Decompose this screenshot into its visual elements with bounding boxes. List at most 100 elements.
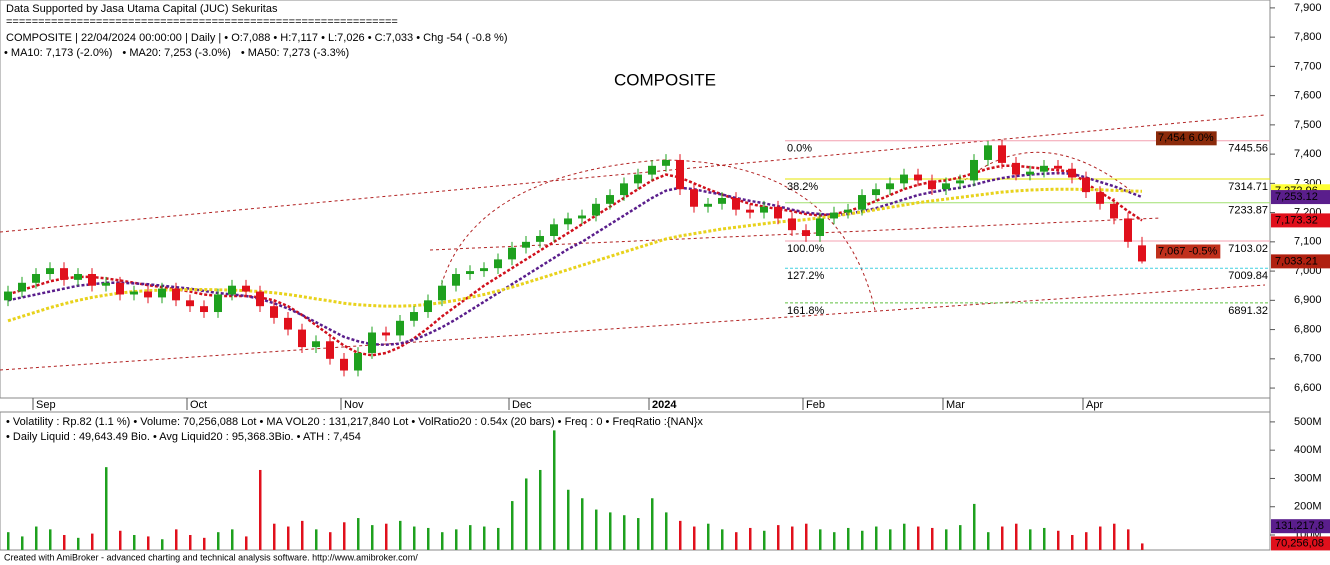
volume-bar <box>721 529 724 550</box>
volume-bar <box>539 469 542 550</box>
volume-bar <box>511 501 514 550</box>
volume-bar <box>833 532 836 550</box>
candle-body <box>956 180 964 184</box>
fib-value: 7103.02 <box>1228 243 1268 255</box>
chart-title: COMPOSITE <box>614 70 716 89</box>
volume-bar <box>665 512 668 550</box>
x-tick-label: Oct <box>190 399 207 411</box>
volume-bar <box>455 529 458 550</box>
candle-body <box>732 197 740 210</box>
candle-body <box>886 183 894 190</box>
volume-bar <box>273 523 276 550</box>
volume-bar <box>315 529 318 550</box>
volume-bar <box>133 535 136 550</box>
candle-body <box>802 230 810 236</box>
volume-bar <box>945 529 948 550</box>
volume-bar <box>693 526 696 550</box>
candle-body <box>438 285 446 301</box>
volume-info: • Volatility : Rp.82 (1.1 %) • Volume: 7… <box>6 416 703 428</box>
volume-bar <box>91 533 94 550</box>
candle-body <box>690 189 698 207</box>
fib-label: 0.0% <box>787 143 812 155</box>
candle-body <box>662 159 670 166</box>
x-tick-label: 2024 <box>652 399 677 411</box>
candle-body <box>508 247 516 260</box>
volume-bar <box>301 520 304 550</box>
candle-body <box>1012 162 1020 175</box>
volume-bar <box>189 535 192 550</box>
y-tick-label: 6,700 <box>1294 353 1322 365</box>
volume-bar <box>903 523 906 550</box>
volume-bar <box>147 536 150 550</box>
candle-body <box>1110 203 1118 219</box>
volume-bar <box>77 537 80 550</box>
candle-body <box>256 291 264 307</box>
ma-line <box>7 164 1143 357</box>
fib-value: 6891.32 <box>1228 305 1268 317</box>
candle-body <box>494 259 502 269</box>
volume-bar <box>1057 530 1060 550</box>
candle-body <box>46 268 54 275</box>
volume-bar <box>931 527 934 550</box>
price-annotation-label: 7,454 6.0% <box>1158 132 1214 144</box>
candle-body <box>858 195 866 210</box>
volume-bar <box>1099 526 1102 550</box>
candle-body <box>186 300 194 307</box>
fib-label: 161.8% <box>787 305 825 317</box>
candle-body <box>1026 171 1034 175</box>
volume-bar <box>343 522 346 550</box>
candle-body <box>606 195 614 204</box>
volume-bar <box>371 525 374 550</box>
liquidity-info: • Daily Liquid : 49,643.49 Bio. • Avg Li… <box>6 431 361 443</box>
volume-bar <box>399 520 402 550</box>
candle-body <box>718 197 726 204</box>
candle-body <box>270 306 278 318</box>
ma-legend: • MA20: 7,253 (-3.0%) <box>122 47 230 59</box>
volume-bar <box>735 532 738 550</box>
candle-body <box>200 306 208 313</box>
volume-bar <box>595 509 598 550</box>
axis-badge <box>1271 190 1330 205</box>
volume-bar <box>609 512 612 550</box>
volume-bar <box>973 503 976 550</box>
candle-body <box>746 209 754 213</box>
fib-value: 7445.56 <box>1228 143 1268 155</box>
candle-body <box>396 320 404 336</box>
volume-bar <box>427 527 430 550</box>
candle-body <box>382 332 390 336</box>
candle-body <box>298 329 306 348</box>
axis-badge <box>1271 536 1330 551</box>
candle-body <box>340 358 348 371</box>
volume-bar <box>1085 532 1088 550</box>
volume-bar <box>497 527 500 550</box>
axis-badge <box>1271 213 1330 228</box>
axis-badge-label: 70,256,08 <box>1275 537 1324 549</box>
volume-bar <box>651 498 654 550</box>
fib-value: 7009.84 <box>1228 270 1268 282</box>
volume-bar <box>21 536 24 550</box>
y-tick-label: 6,800 <box>1294 323 1322 335</box>
y-tick-label: 6,900 <box>1294 294 1322 306</box>
candle-body <box>242 285 250 292</box>
y-tick-label: 7,800 <box>1294 31 1322 43</box>
candle-body <box>214 294 222 313</box>
candle-body <box>368 332 376 353</box>
volume-bar <box>861 530 864 550</box>
candle-body <box>1054 165 1062 169</box>
candle-body <box>704 203 712 207</box>
candle-body <box>914 174 922 181</box>
candle-body <box>18 282 26 292</box>
volume-bar <box>483 526 486 550</box>
volume-bar <box>875 526 878 550</box>
candle-body <box>284 317 292 330</box>
fib-value: 7314.71 <box>1228 181 1268 193</box>
y-tick-label: 400M <box>1294 444 1322 456</box>
candle-body <box>1068 168 1076 178</box>
candle-body <box>634 174 642 184</box>
candle-body <box>480 268 488 272</box>
volume-bar <box>819 529 822 550</box>
volume-bar <box>1127 529 1130 550</box>
candle-body <box>116 282 124 295</box>
candle-body <box>564 218 572 225</box>
volume-bar <box>581 498 584 550</box>
